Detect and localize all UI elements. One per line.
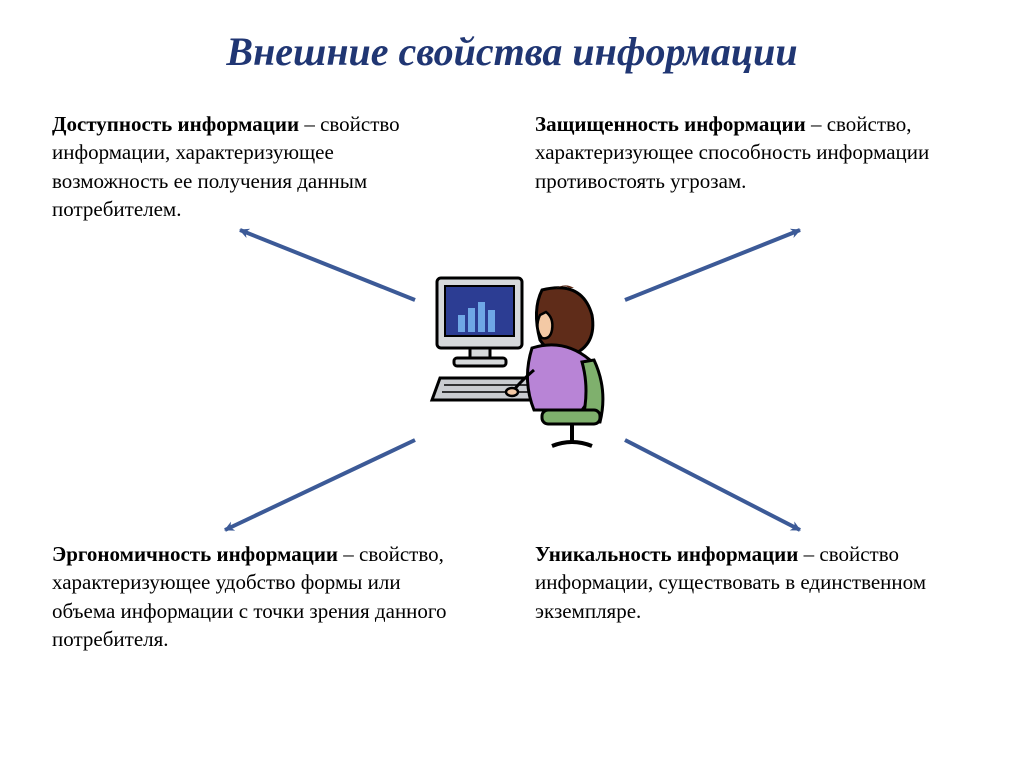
block-bottom-right: Уникальность информации – свойство инфор… xyxy=(535,540,955,625)
block-top-right: Защищенность информации – свойство, хара… xyxy=(535,110,935,195)
slide-title: Внешние свойства информации xyxy=(0,28,1024,75)
term-bottom-left: Эргономичность информации xyxy=(52,542,338,566)
block-bottom-left: Эргономичность информации – свойство, ха… xyxy=(52,540,452,653)
person-at-computer-icon xyxy=(422,260,612,450)
term-top-left: Доступность информации xyxy=(52,112,299,136)
term-top-right: Защищенность информации xyxy=(535,112,806,136)
arrow-bottom-left xyxy=(225,440,415,530)
block-top-left: Доступность информации – свойство информ… xyxy=(52,110,452,223)
arrow-top-left xyxy=(240,230,415,300)
slide: Внешние свойства информации Доступность … xyxy=(0,0,1024,767)
term-bottom-right: Уникальность информации xyxy=(535,542,798,566)
center-illustration xyxy=(422,260,612,450)
arrow-top-right xyxy=(625,230,800,300)
arrow-bottom-right xyxy=(625,440,800,530)
title-text: Внешние свойства информации xyxy=(226,29,797,74)
